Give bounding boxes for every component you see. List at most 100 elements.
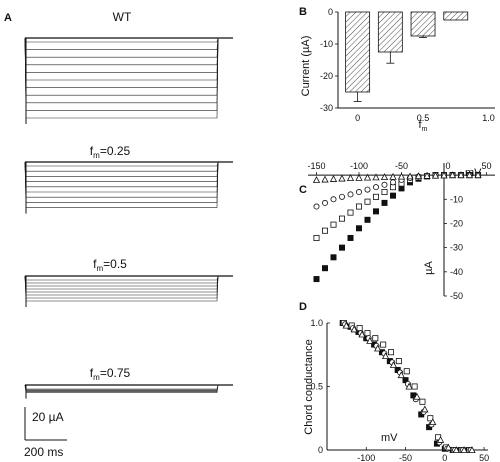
current-trace — [24, 161, 219, 182]
panel-d-point-s3-8 — [405, 382, 413, 390]
current-trace — [24, 37, 219, 104]
panel-c-point-s3-11 — [406, 172, 414, 180]
bar-2 — [410, 11, 436, 37]
panel-d-point-s1-7 — [395, 358, 402, 365]
current-trace — [24, 161, 219, 177]
panel-label-d: D — [299, 301, 307, 313]
current-trace — [24, 37, 219, 81]
panel-c-point-s3-10 — [397, 172, 406, 180]
trace-label-fm025: fm=0.25 — [90, 144, 131, 160]
panel-d-point-s3-16 — [468, 446, 476, 454]
panel-d-point-s3-11 — [429, 418, 437, 426]
panel-c-point-s3-18 — [465, 171, 474, 179]
bar-1 — [377, 11, 403, 53]
trace-family-0 — [24, 37, 233, 124]
current-trace — [24, 161, 219, 203]
panel-c-point-s2-3 — [338, 193, 345, 200]
panel-d-point-s3-10 — [421, 405, 429, 413]
current-trace — [24, 275, 219, 293]
panel-c-point-s3-17 — [457, 171, 465, 179]
panel-c-point-s0-5 — [355, 225, 362, 232]
trace-label-wt: WT — [113, 10, 132, 24]
trace-label-fm075: fm=0.75 — [90, 366, 131, 382]
panel-c-point-s3-19 — [474, 171, 482, 179]
panel-c-point-s2-8 — [381, 181, 388, 188]
panel-d-point-s3-4 — [374, 344, 382, 352]
panel-c-xtick-4: 50 — [481, 161, 491, 171]
trace-family-2 — [24, 275, 233, 307]
current-trace — [24, 37, 219, 58]
panel-c-point-s2-7 — [372, 184, 379, 191]
panel-c-ytick-0: -10 — [450, 194, 463, 204]
panel-d-xtick-2: 0 — [442, 453, 447, 462]
panel-c-point-s3-2 — [329, 175, 338, 182]
panel-d-xtick-0: -100 — [357, 453, 375, 462]
current-trace — [24, 37, 219, 73]
panel-c-point-s3-12 — [414, 172, 423, 180]
current-trace — [24, 275, 219, 284]
bar-3 — [443, 11, 469, 21]
panel-c-point-s1-0 — [313, 234, 320, 241]
panel-b-bar-chart: Current (µA) fm 0 0.5 1.0 -30 -20 -10 0 — [300, 7, 495, 133]
panel-c-ylabel: µA — [423, 261, 435, 275]
panel-c-point-s1-6 — [364, 198, 371, 205]
panel-c-iv-curve: mV µA -150 -100 -50 0 50-10-20-30-40-50 — [307, 161, 495, 301]
panel-c-point-s1-1 — [321, 227, 328, 234]
panel-d-point-s1-4 — [372, 335, 379, 342]
panel-d-point-s1-11 — [427, 415, 434, 422]
panel-d-xlabel: mV — [381, 432, 398, 444]
panel-d-point-s1-9 — [411, 383, 418, 390]
panel-c-point-s1-3 — [338, 215, 345, 222]
panel-c-point-s3-7 — [372, 173, 380, 181]
panel-c-point-s3-15 — [440, 171, 448, 179]
panel-b-ytick-1: -20 — [320, 71, 333, 81]
panel-b-ytick-2: -10 — [320, 39, 333, 49]
panel-d-point-s3-7 — [397, 371, 405, 379]
bar-0 — [345, 11, 371, 93]
panel-c-point-s3-4 — [346, 174, 355, 181]
current-trace — [24, 161, 219, 208]
panel-d-point-s3-9 — [413, 392, 421, 400]
panel-c-xtick-2: -50 — [395, 161, 408, 171]
current-trace — [24, 37, 219, 111]
current-trace — [24, 161, 219, 167]
panel-b-xtick-1: 0.5 — [417, 113, 430, 123]
panel-c-point-s0-7 — [372, 208, 379, 215]
panel-a-traces: WT fm=0.25 fm=0.5 fm=0.75 20 µA 200 ms — [24, 10, 233, 459]
panel-b-ylabel: Current (µA) — [300, 36, 312, 97]
panel-c-point-s1-8 — [381, 189, 388, 196]
panel-d-point-s3-6 — [389, 361, 398, 368]
panel-c-ytick-1: -20 — [450, 218, 463, 228]
panel-c-point-s3-3 — [338, 174, 346, 182]
panel-c-point-s2-0 — [313, 203, 320, 210]
panel-c-point-s0-9 — [389, 192, 396, 199]
panel-d-point-s1-6 — [388, 349, 395, 356]
panel-d-point-s1-2 — [356, 325, 363, 332]
panel-label-c: C — [299, 184, 307, 196]
panel-c-point-s0-0 — [313, 276, 320, 283]
panel-c-point-s1-9 — [389, 184, 396, 191]
panel-d-ytick-2: 1.0 — [310, 318, 323, 328]
panel-d-xtick-3: 50 — [479, 453, 489, 462]
panel-c-point-s1-4 — [347, 209, 354, 216]
panel-d-point-s3-12 — [436, 435, 445, 443]
panel-d-point-s1-8 — [403, 368, 410, 375]
panel-c-point-s3-16 — [448, 171, 457, 179]
panel-c-point-s1-7 — [372, 193, 379, 200]
panel-d-ylabel: Chord conductance — [303, 339, 315, 434]
panel-b-xlabel: fm — [419, 119, 428, 133]
trace-family-1 — [24, 161, 233, 214]
panel-d-point-s3-0 — [342, 321, 350, 329]
panel-c-ytick-3: -40 — [450, 267, 463, 277]
panel-c-point-s0-8 — [381, 199, 388, 206]
scale-bar-time-label: 200 ms — [24, 445, 63, 459]
current-trace — [24, 37, 219, 119]
panel-c-point-s2-9 — [389, 179, 396, 186]
panel-d-point-s3-5 — [381, 352, 390, 360]
panel-b-ytick-3: 0 — [328, 7, 333, 17]
current-trace — [24, 37, 219, 50]
panel-c-xtick-3: 0 — [445, 161, 450, 171]
panel-d-ytick-0: 0 — [318, 445, 323, 455]
panel-label-b: B — [299, 6, 307, 18]
trace-label-fm05: fm=0.5 — [93, 257, 127, 273]
